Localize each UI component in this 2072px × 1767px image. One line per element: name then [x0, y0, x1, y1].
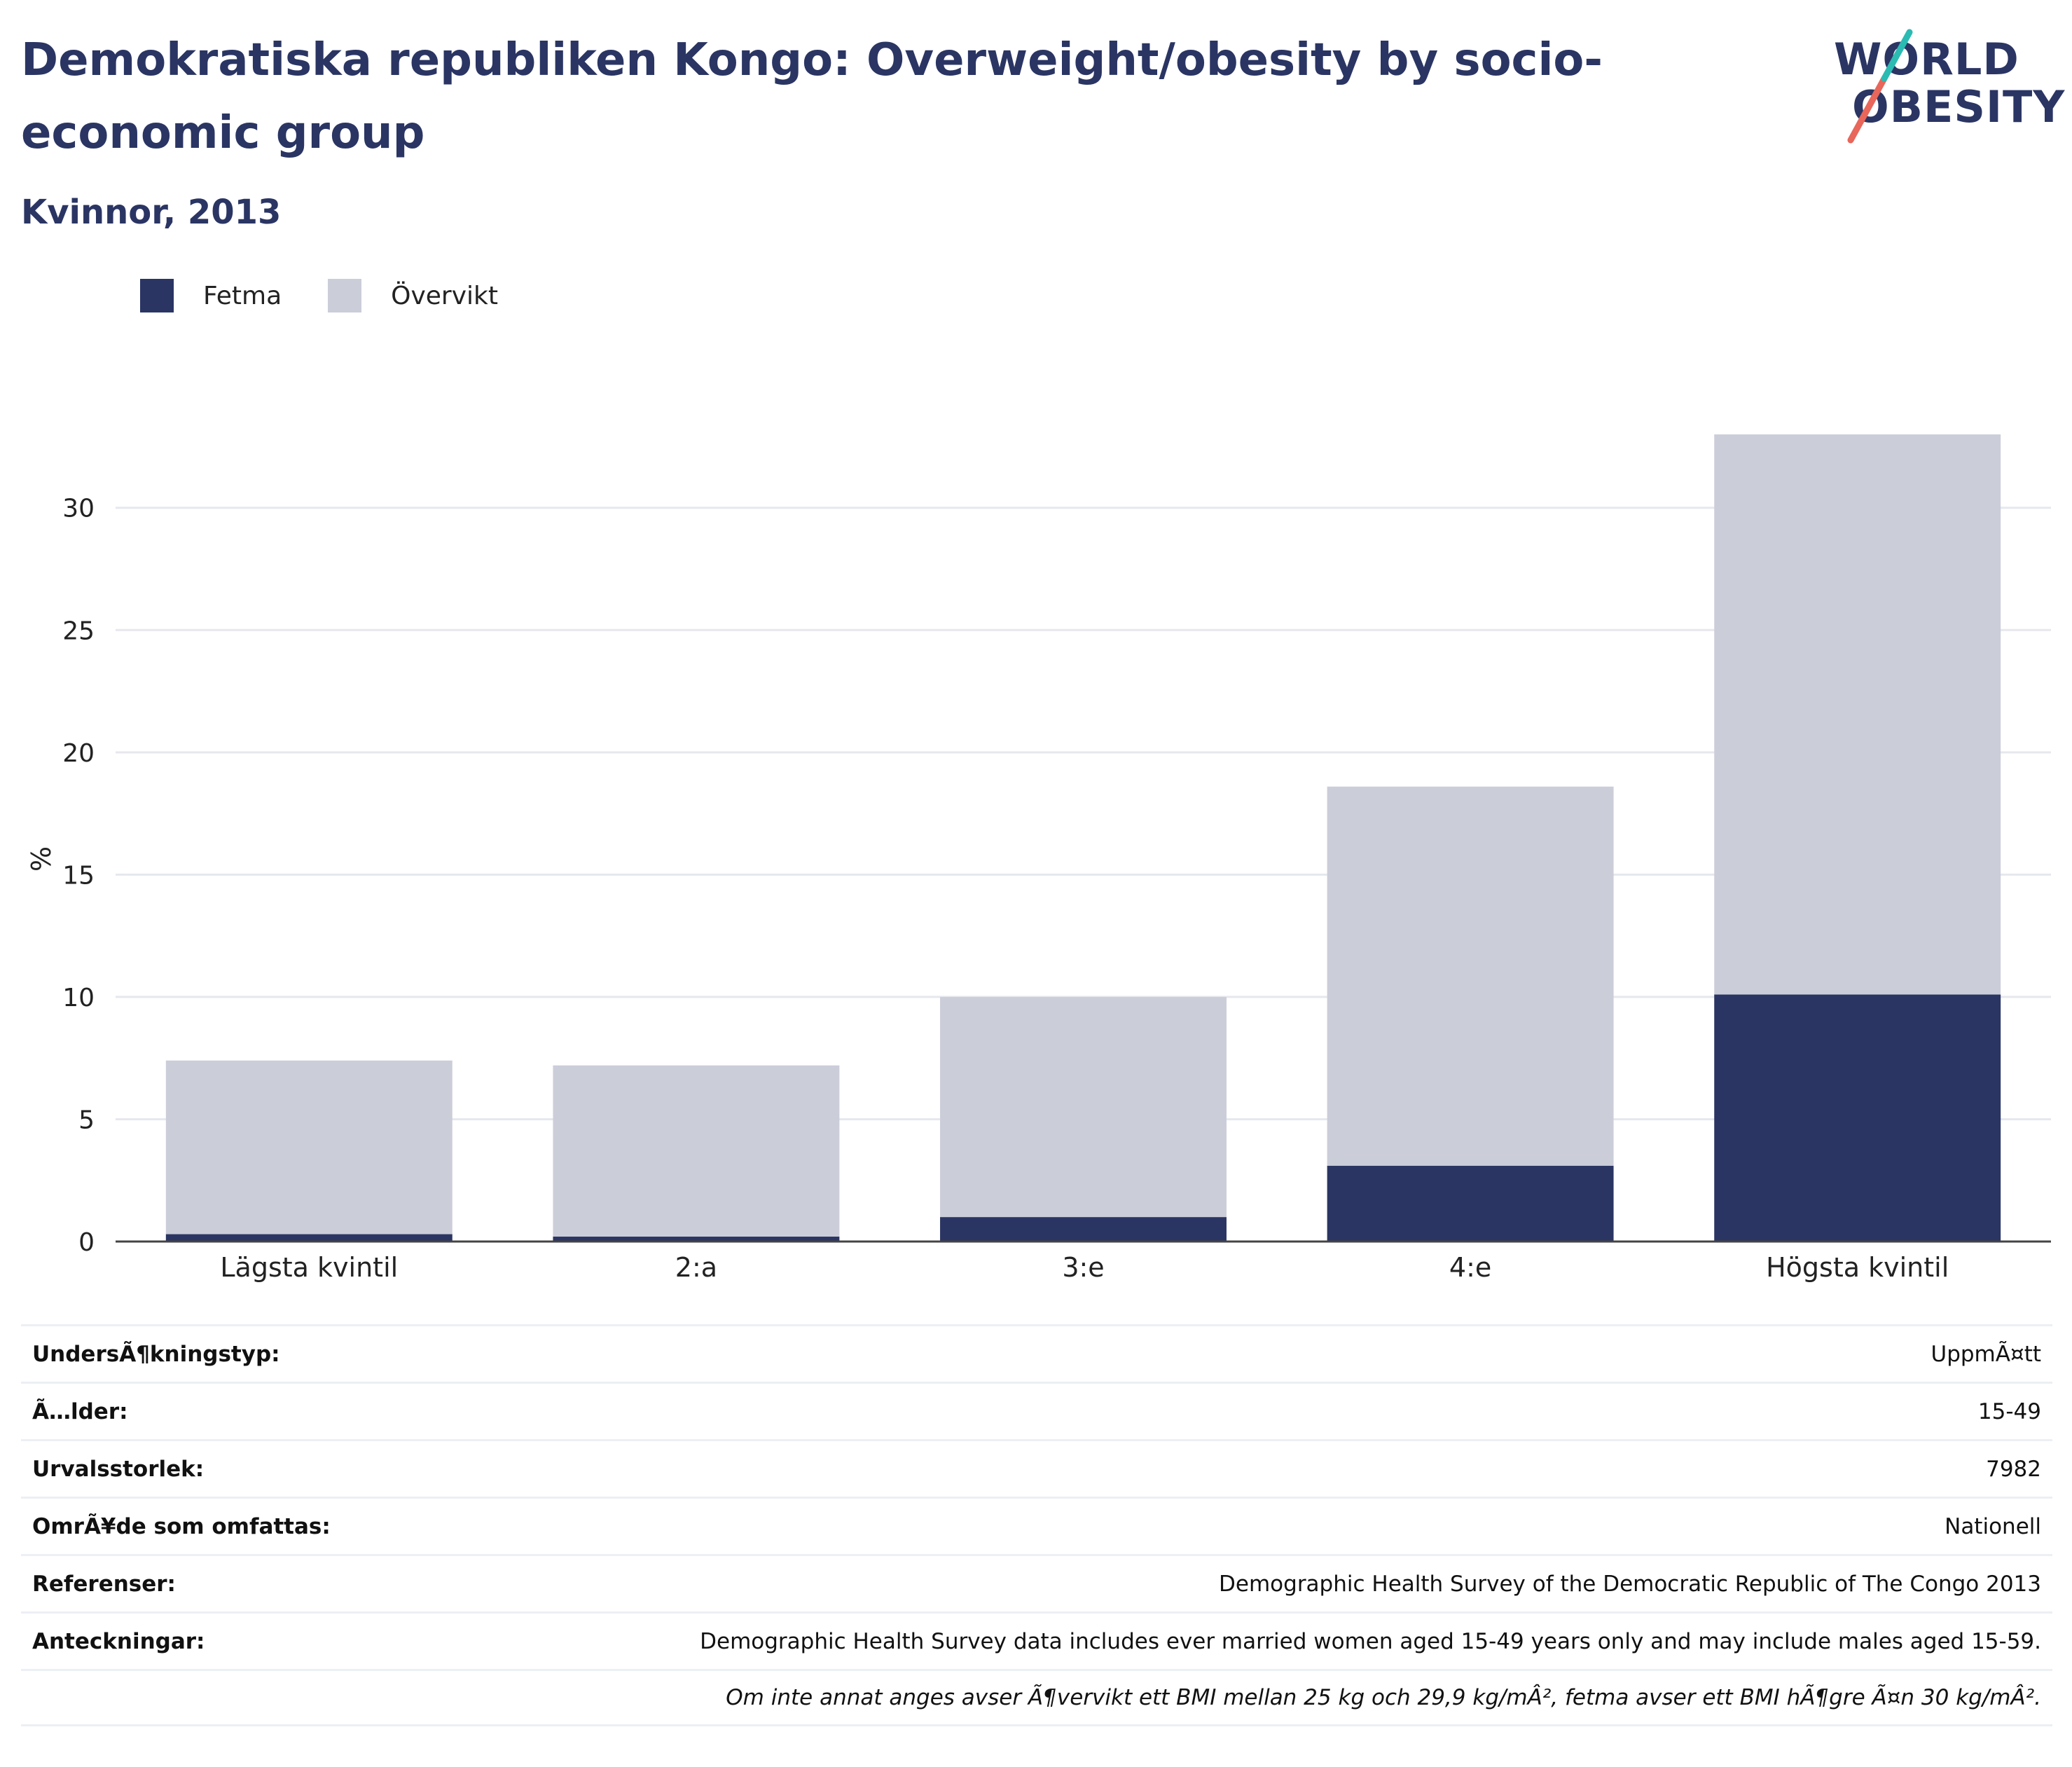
- metadata-row: Anteckningar: Demographic Health Survey d…: [21, 1611, 2052, 1669]
- y-tick-label: 15: [62, 861, 95, 890]
- metadata-key: Anteckningar:: [32, 1628, 205, 1654]
- bar-fetma: [1327, 1165, 1614, 1242]
- metadata-row: Referenser: Demographic Health Survey of …: [21, 1554, 2052, 1611]
- x-tick-label: Lägsta kvintil: [220, 1252, 398, 1283]
- metadata-value: 15-49: [1977, 1398, 2041, 1424]
- y-tick-label: 0: [78, 1228, 95, 1257]
- metadata-key: Urvalsstorlek:: [32, 1456, 205, 1482]
- metadata-key: Referenser:: [32, 1571, 176, 1597]
- bar-fetma: [940, 1217, 1227, 1242]
- metadata-row: Ã…lder: 15-49: [21, 1382, 2052, 1439]
- y-tick-label: 25: [62, 617, 95, 645]
- y-tick-label: 5: [78, 1106, 95, 1134]
- metadata-table: UndersÃ¶kningstyp: UppmÃ¤tt Ã…lder: 15-49 Ur…: [21, 1324, 2052, 1726]
- bar-fetma: [165, 1234, 453, 1242]
- y-tick-label: 30: [62, 495, 95, 523]
- logo-slash-teal: [1881, 29, 1913, 82]
- logo-line-2: OBESITY: [1852, 81, 2066, 132]
- bar-fetma: [553, 1237, 840, 1242]
- bar-chart: 0 5 10 15 20 25 30% Lägsta kvintil 2:a 3:e 4:e Högs…: [26, 434, 2051, 1283]
- legend-swatch-overvikt: [328, 279, 362, 312]
- legend-item-overvikt[interactable]: Övervikt: [328, 279, 498, 312]
- metadata-row: UndersÃ¶kningstyp: UppmÃ¤tt: [21, 1324, 2052, 1382]
- metadata-value: Demographic Health Survey data includes …: [700, 1628, 2041, 1654]
- world-obesity-logo: WORLD OBESITY: [1821, 21, 2064, 147]
- x-tick-label: Högsta kvintil: [1766, 1252, 1949, 1283]
- metadata-row: Om inte annat anges avser Ã¶vervikt ett …: [21, 1669, 2052, 1726]
- metadata-value: Om inte annat anges avser Ã¶vervikt ett …: [726, 1685, 2041, 1710]
- metadata-value: 7982: [1986, 1456, 2041, 1482]
- metadata-value: UppmÃ¤tt: [1931, 1341, 2041, 1367]
- metadata-row: OmrÃ¥de som omfattas: Nationell: [21, 1497, 2052, 1554]
- metadata-key: UndersÃ¶kningstyp:: [32, 1341, 280, 1367]
- x-tick-label: 2:a: [675, 1252, 717, 1283]
- metadata-row: Urvalsstorlek: 7982: [21, 1439, 2052, 1497]
- x-tick-label: 3:e: [1062, 1252, 1104, 1283]
- bar-overvikt: [1327, 786, 1614, 1166]
- legend-swatch-fetma: [140, 279, 174, 312]
- legend-label-overvikt: Övervikt: [391, 281, 498, 310]
- x-tick-label: 4:e: [1449, 1252, 1491, 1283]
- bar-overvikt: [1714, 434, 2001, 995]
- chart-title: Demokratiska republiken Kongo: Overweigh…: [21, 34, 1603, 159]
- y-tick-label: 10: [62, 984, 95, 1012]
- y-tick-label: 20: [62, 739, 95, 768]
- bar-overvikt: [165, 1060, 453, 1235]
- legend-label-fetma: Fetma: [203, 281, 282, 310]
- logo-slash-icon: [1847, 29, 1913, 144]
- metadata-key: OmrÃ¥de som omfattas:: [32, 1513, 331, 1539]
- metadata-value: Demographic Health Survey of the Democra…: [1219, 1571, 2041, 1597]
- chart-legend: Fetma Övervikt: [140, 279, 544, 312]
- y-axis-label: %: [26, 846, 57, 872]
- bar-fetma: [1714, 994, 2001, 1242]
- logo-slash-coral: [1847, 75, 1888, 144]
- logo-line-1: WORLD: [1834, 34, 2019, 85]
- bar-overvikt: [553, 1065, 840, 1237]
- metadata-key: Ã…lder:: [32, 1398, 128, 1424]
- bar-overvikt: [940, 996, 1227, 1218]
- chart-subtitle: Kvinnor, 2013: [21, 193, 282, 232]
- legend-item-fetma[interactable]: Fetma: [140, 279, 282, 312]
- metadata-value: Nationell: [1945, 1513, 2041, 1539]
